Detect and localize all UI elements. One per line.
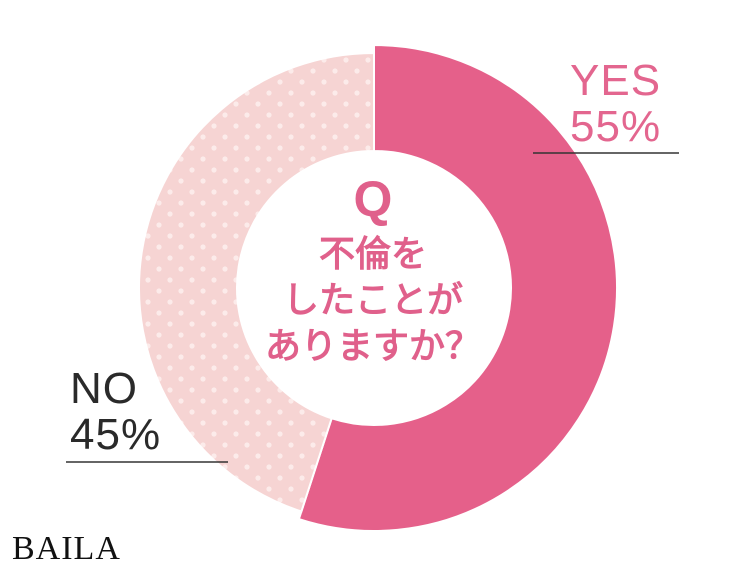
no-label: NO 45% xyxy=(70,366,161,458)
baila-logo: BAILA xyxy=(12,530,121,567)
yes-label: YES 55% xyxy=(570,58,661,150)
question-line-2: したことが xyxy=(282,280,463,321)
question-line-3: ありますか？ xyxy=(264,326,481,367)
no-value: 45% xyxy=(70,410,162,459)
slice-yes xyxy=(297,43,618,532)
question-line-1: 不倫を xyxy=(318,234,427,275)
no-category: NO xyxy=(70,364,138,413)
slice-no xyxy=(138,51,375,513)
yes-value: 55% xyxy=(570,102,662,151)
yes-category: YES xyxy=(570,56,662,105)
question-text: 不倫を したことが ありますか？ xyxy=(233,232,513,370)
question-mark-q: Q xyxy=(353,171,393,227)
